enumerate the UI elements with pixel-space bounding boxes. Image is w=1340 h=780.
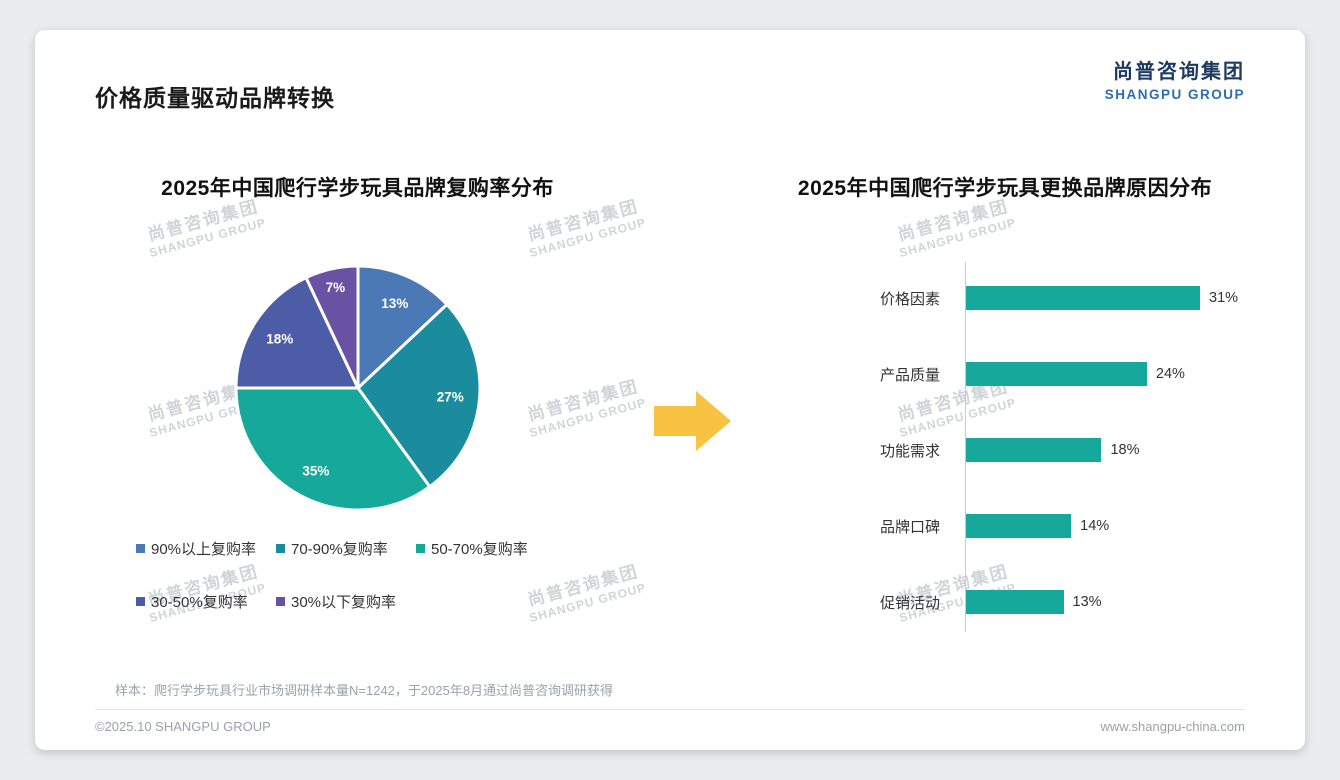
bar-fill xyxy=(965,590,1064,614)
footer-divider xyxy=(95,709,1245,710)
legend-item: 70-90%复购率 xyxy=(276,538,416,559)
slide-content: 价格质量驱动品牌转换 尚普咨询集团 SHANGPU GROUP 2025年中国爬… xyxy=(35,30,1305,750)
legend-label: 90%以上复购率 xyxy=(151,541,257,558)
charts-area: 2025年中国爬行学步玩具品牌复购率分布 13% 27% 35% 18% 7% 90%以… xyxy=(35,113,1305,632)
bar-value-label: 18% xyxy=(1110,442,1140,458)
page-title: 价格质量驱动品牌转换 xyxy=(95,85,335,111)
bar-chart-section: 2025年中国爬行学步玩具更换品牌原因分布 价格因素 31% 产品质量 24% 功能需求… xyxy=(760,158,1250,632)
legend-label: 50-70%复购率 xyxy=(431,541,528,558)
card-bottom: 样本：爬行学步玩具行业市场调研样本量N=1242，于2025年8月通过尚普咨询调… xyxy=(35,680,1305,750)
legend-label: 30%以下复购率 xyxy=(291,594,397,611)
bar-fill xyxy=(965,514,1072,538)
copyright-text: ©2025.10 SHANGPU GROUP xyxy=(95,719,271,734)
pie-chart-wrap: 13% 27% 35% 18% 7% xyxy=(90,260,625,516)
arrow-right-icon xyxy=(653,391,731,451)
pie-slice-value-label: 7% xyxy=(325,280,345,295)
legend-item: 30%以下复购率 xyxy=(276,591,416,612)
bar-category-label: 品牌口碑 xyxy=(880,518,941,536)
bar-fill xyxy=(965,286,1200,310)
bar-fill xyxy=(965,438,1102,462)
bar-category-label: 产品质量 xyxy=(880,366,941,384)
legend-label: 30-50%复购率 xyxy=(151,594,248,611)
bar-value-label: 31% xyxy=(1209,290,1239,306)
pie-slice xyxy=(233,275,360,390)
legend-swatch xyxy=(136,544,145,553)
pie-chart-title: 2025年中国爬行学步玩具品牌复购率分布 xyxy=(161,177,554,200)
pie-chart-section: 2025年中国爬行学步玩具品牌复购率分布 13% 27% 35% 18% 7% 90%以… xyxy=(90,158,625,612)
pie-slice xyxy=(303,264,359,389)
pie-slice-value-label: 27% xyxy=(436,390,463,405)
bar-value-label: 24% xyxy=(1155,366,1185,382)
pie-legend: 90%以上复购率 70-90%复购率 50-70%复购率 30-50%复购率 30%以下… xyxy=(136,538,576,612)
legend-swatch xyxy=(136,597,145,606)
website-link[interactable]: www.shangpu-china.com xyxy=(1100,719,1245,734)
bar-value-label: 13% xyxy=(1072,594,1102,610)
slide-card: 尚普咨询集团 SHANGPU GROUP 尚普咨询集团 SHANGPU GROUP 尚普… xyxy=(35,30,1305,750)
bar-category-label: 促销活动 xyxy=(880,594,941,612)
logo-english-text: SHANGPU GROUP xyxy=(1104,87,1245,102)
bar-category-label: 功能需求 xyxy=(880,442,941,460)
bar-value-label: 14% xyxy=(1080,518,1110,534)
pie-slice-value-label: 13% xyxy=(381,296,408,311)
arrow-wrap xyxy=(625,390,760,452)
company-logo: 尚普咨询集团 SHANGPU GROUP xyxy=(1105,55,1245,102)
bar-category-label: 价格因素 xyxy=(880,290,941,308)
legend-item: 30-50%复购率 xyxy=(136,591,276,612)
pie-slice-value-label: 18% xyxy=(266,331,293,346)
pie-slice xyxy=(355,302,481,489)
pie-chart: 13% 27% 35% 18% 7% xyxy=(233,264,481,512)
bar-chart-axis-line xyxy=(965,262,966,632)
logo-chinese-text: 尚普咨询集团 xyxy=(1113,61,1245,83)
legend-label: 70-90%复购率 xyxy=(291,541,388,558)
legend-swatch xyxy=(416,544,425,553)
pie-slice xyxy=(356,264,449,392)
bar-fill xyxy=(965,362,1147,386)
bar-row: 促销活动 13% xyxy=(880,590,1250,614)
bar-row: 功能需求 18% xyxy=(880,438,1250,462)
bar-row: 产品质量 24% xyxy=(880,362,1250,386)
bar-row: 品牌口碑 14% xyxy=(880,514,1250,538)
bar-chart-title: 2025年中国爬行学步玩具更换品牌原因分布 xyxy=(797,177,1213,200)
pie-slice xyxy=(233,386,432,512)
bar-row: 价格因素 31% xyxy=(880,286,1250,310)
bar-chart: 价格因素 31% 产品质量 24% 功能需求 18% 品牌口碑 14% 促销活动 13% xyxy=(880,262,1250,632)
legend-item: 50-70%复购率 xyxy=(416,538,556,559)
sample-note: 样本：爬行学步玩具行业市场调研样本量N=1242，于2025年8月通过尚普咨询调… xyxy=(115,683,614,698)
footer-row: ©2025.10 SHANGPU GROUP www.shangpu-china… xyxy=(35,710,1305,750)
pie-slice-value-label: 35% xyxy=(302,464,329,479)
legend-swatch xyxy=(276,544,285,553)
header: 价格质量驱动品牌转换 尚普咨询集团 SHANGPU GROUP xyxy=(35,30,1305,113)
legend-swatch xyxy=(276,597,285,606)
legend-item: 90%以上复购率 xyxy=(136,538,276,559)
